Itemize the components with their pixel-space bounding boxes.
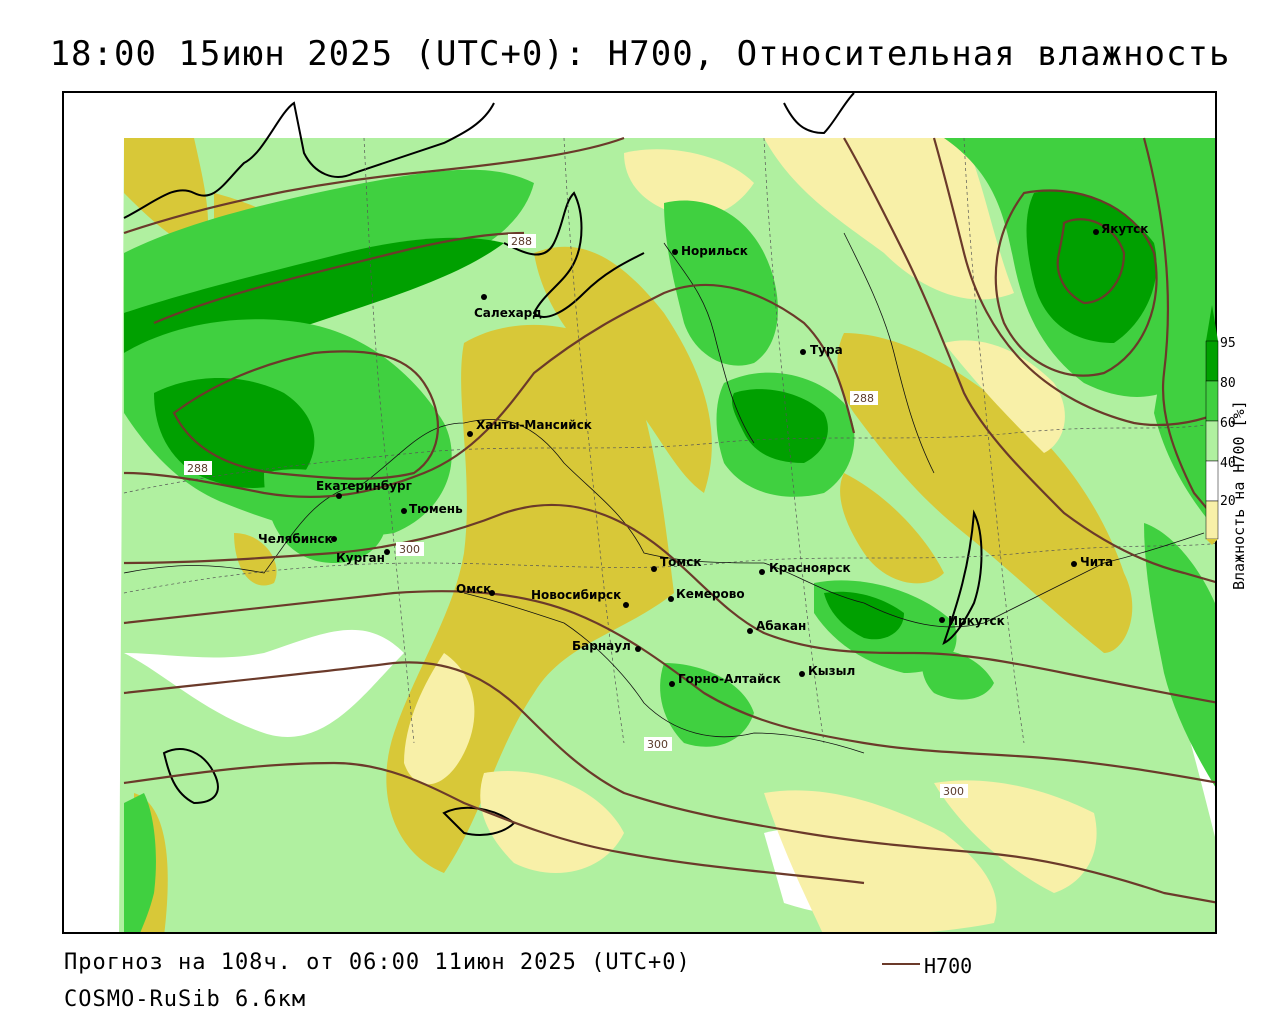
city-label: Курган [336,551,385,565]
model-name: COSMO-RuSib 6.6км [64,987,307,1012]
city-marker: Томск [651,555,702,572]
city-label: Горно-Алтайск [678,672,781,686]
region-borders [123,137,1215,744]
city-label: Омск [456,582,491,596]
city-marker: Новосибирск [531,588,629,608]
contour-label: 300 [647,738,668,751]
colorbar-title: Влажность на H700 [%] [1230,400,1248,590]
contour-label: 300 [399,543,420,556]
map-title: 18:00 15июн 2025 (UTC+0): H700, Относите… [49,34,1231,74]
colorbar-tick: 40 [1220,456,1236,471]
colorbar-swatches [1205,305,1219,545]
city-label: Абакан [756,619,806,633]
city-label: Чита [1080,555,1113,569]
humidity-dry-band-east [837,333,1133,653]
colorbar-tick: 60 [1220,416,1236,431]
admin-borders [123,232,1205,754]
h700-contours [123,136,1215,904]
colorbar-tick: 20 [1220,494,1236,509]
city-marker: Красноярск [759,561,851,575]
map-canvas: 288 288 288 300 300 300 Якутск Норильск … [64,93,1215,932]
city-marker: Норильск [672,244,748,258]
city-marker: Курган [336,549,390,565]
city-label: Тюмень [409,502,463,516]
city-label: Красноярск [769,561,851,575]
city-marker: Иркутск [939,614,1005,628]
contour-label: 300 [943,785,964,798]
city-label: Ханты-Мансийск [476,418,592,432]
contour-label: 288 [853,392,874,405]
city-marker: Барнаул [572,639,641,653]
city-marker: Чита [1071,555,1113,569]
city-label: Томск [660,555,702,569]
city-label: Салехард [474,306,542,320]
cities: Якутск Норильск Салехард Тура Ханты-Манс… [258,222,1148,687]
city-label: Челябинск [258,532,333,546]
city-marker: Кемерово [668,587,745,602]
city-marker: Тура [800,343,843,357]
city-marker: Екатеринбург [316,479,412,499]
city-label: Екатеринбург [316,479,412,493]
city-label: Иркутск [948,614,1005,628]
city-label: Кемерово [676,587,745,601]
city-marker: Салехард [474,294,542,320]
contour-labels: 288 288 288 300 300 300 [184,234,968,798]
weather-map: 288 288 288 300 300 300 Якутск Норильск … [62,91,1217,934]
city-marker: Челябинск [258,532,337,546]
forecast-info: Прогноз на 108ч. от 06:00 11июн 2025 (UT… [64,950,691,975]
city-marker: Абакан [747,619,806,634]
city-marker: Кызыл [799,664,855,678]
city-label: Новосибирск [531,588,621,602]
legend-line-swatch [882,963,920,965]
city-label: Барнаул [572,639,631,653]
colorbar-tick: 95 [1220,336,1236,351]
city-marker: Омск [456,582,495,596]
city-label: Якутск [1101,222,1148,236]
city-marker: Горно-Алтайск [669,672,781,687]
city-marker: Тюмень [401,502,463,516]
humidity-field [64,93,1215,932]
legend-line-label: H700 [924,954,973,978]
contour-label: 288 [187,462,208,475]
city-label: Кызыл [808,664,855,678]
city-marker: Ханты-Мансийск [467,418,592,437]
city-label: Тура [810,343,843,357]
city-marker: Якутск [1093,222,1148,236]
city-label: Норильск [681,244,748,258]
colorbar-tick: 80 [1220,376,1236,391]
contour-label: 288 [511,235,532,248]
